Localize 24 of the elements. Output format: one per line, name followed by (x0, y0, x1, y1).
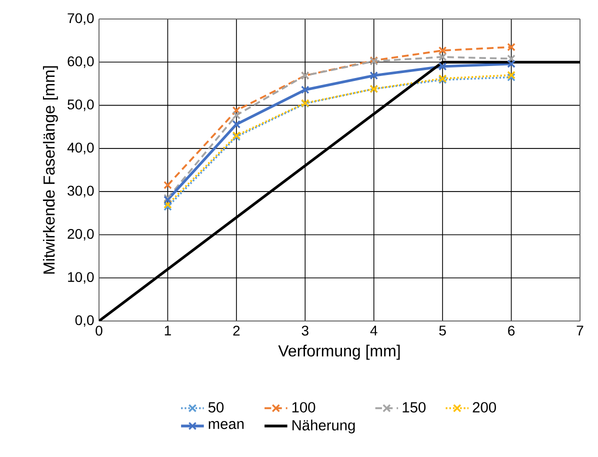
legend-label: 100 (292, 402, 316, 412)
y-tick-label: 40,0 (67, 142, 94, 154)
x-tick-label: 4 (370, 326, 378, 336)
x-axis-title: Verformung [mm] (278, 344, 400, 360)
legend-label: 150 (402, 402, 426, 412)
x-tick-label: 6 (508, 326, 515, 336)
x-tick-label: 2 (233, 326, 240, 336)
y-tick-label: 50,0 (68, 100, 94, 112)
legend-label: Näherung (292, 420, 355, 434)
y-tick-label: 20,0 (68, 228, 94, 241)
legend-label: 50 (208, 402, 224, 412)
x-tick-label: 7 (576, 326, 584, 336)
legend-label: 200 (472, 402, 496, 412)
x-tick-label: 1 (164, 326, 171, 336)
x-tick-label: 3 (302, 326, 308, 336)
y-tick-label: 30,0 (68, 186, 94, 198)
x-tick-label: 5 (439, 326, 446, 336)
y-tick-label: 60,0 (68, 56, 94, 68)
y-axis-title: Mitwirkende Faserlänge [mm] (42, 66, 58, 274)
y-tick-label: 10,0 (68, 272, 94, 284)
y-tick-label: 0,0 (75, 315, 94, 327)
y-tick-label: 70,0 (68, 13, 94, 25)
x-tick-label: 0 (96, 326, 102, 336)
legend-label: mean (208, 421, 244, 430)
